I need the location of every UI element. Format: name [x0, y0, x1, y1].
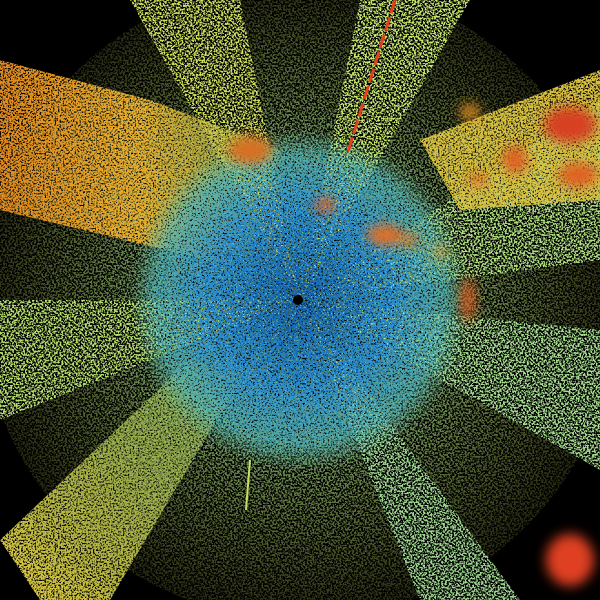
cell	[228, 136, 272, 164]
upper-right-band	[420, 70, 600, 210]
cells	[228, 0, 598, 586]
spike	[245, 459, 251, 511]
cell	[315, 198, 335, 212]
cell	[462, 278, 474, 322]
cell	[468, 174, 488, 186]
cell	[546, 534, 594, 586]
cell	[544, 107, 596, 143]
cell	[558, 163, 598, 187]
cell-glow	[228, 104, 598, 586]
cell	[432, 247, 448, 257]
cell	[460, 104, 480, 120]
spike	[345, 0, 397, 156]
radar-site	[293, 295, 303, 305]
cell	[367, 225, 403, 245]
cell	[401, 234, 419, 246]
cell	[503, 146, 527, 174]
